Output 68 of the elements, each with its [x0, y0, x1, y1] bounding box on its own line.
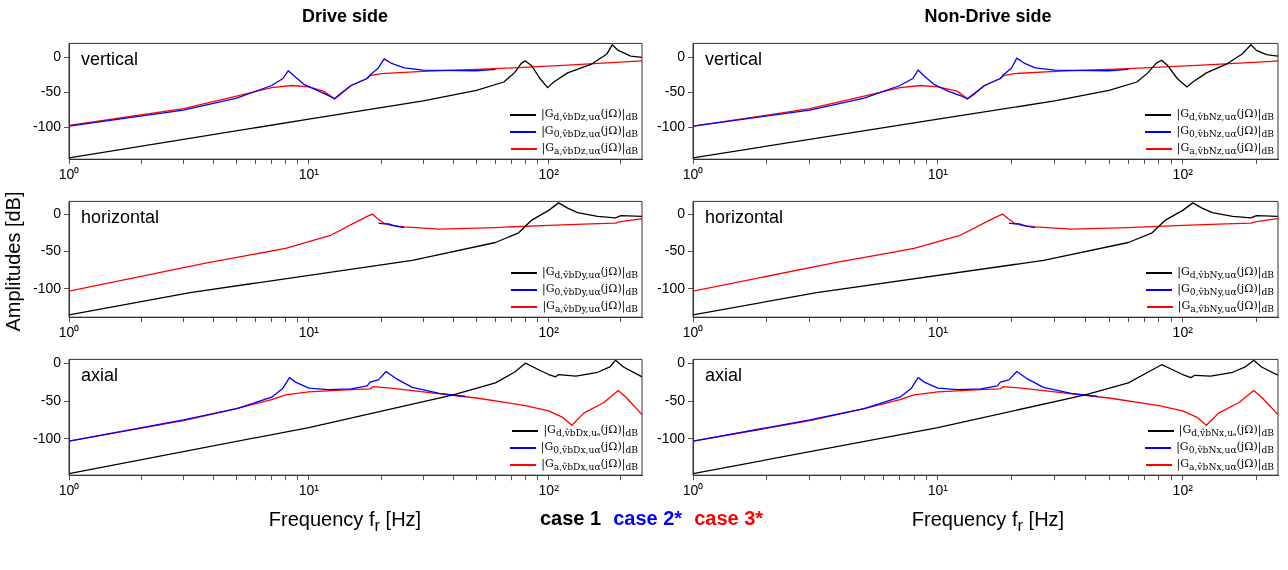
annotation: horizontal	[705, 207, 784, 228]
x-axis-title: Frequency f$_{r}$ [Hz]	[268, 508, 422, 535]
x-tick-label: 10⁰	[682, 166, 704, 183]
x-tick-label: 10²	[1172, 482, 1194, 499]
chart-title: Non-Drive side	[923, 5, 1053, 28]
y-tick-label: -50	[664, 83, 686, 100]
legend-label: |G$_{0,v̂bNx,uα}$(jΩ)|$_{dB}$	[1176, 440, 1274, 456]
text: case 3*	[694, 507, 764, 529]
legend-label: |G$_{a,v̂bDy,uα}$(jΩ)|$_{dB}$	[542, 299, 638, 315]
x-tick-label: 10²	[538, 482, 560, 499]
legend-label: |G$_{d,v̂bNz,uα}$(jΩ)|$_{dB}$	[1176, 107, 1274, 123]
legend-label: |G$_{0,v̂bNz,uα}$(jΩ)|$_{dB}$	[1176, 124, 1274, 140]
y-tick-label: 0	[53, 204, 62, 221]
x-tick-label: 10²	[1172, 324, 1194, 341]
legend-label: |G$_{a,v̂bDz,uα}$(jΩ)|$_{dB}$	[541, 141, 638, 157]
legend-label: |G$_{d,v̂bNy,uα}$(jΩ)|$_{dB}$	[1177, 265, 1274, 281]
legend-label: |G$_{a,v̂bNy,uα}$(jΩ)|$_{dB}$	[1177, 299, 1274, 315]
legend-label: |G$_{d,v̂bNx,uₑ}$(jΩ)|$_{dB}$	[1178, 423, 1274, 439]
legend-label: |G$_{0,v̂bDy,uα}$(jΩ)|$_{dB}$	[542, 282, 638, 298]
y-tick-label: 0	[677, 354, 686, 371]
x-tick-label: 10⁰	[682, 482, 704, 499]
legend-label: |G$_{0,v̂bDx,uα}$(jΩ)|$_{dB}$	[540, 440, 638, 456]
legend-label: |G$_{0,v̂bDz,uα}$(jΩ)|$_{dB}$	[541, 124, 638, 140]
x-tick-label: 10⁰	[58, 324, 80, 341]
y-tick-label: -50	[40, 83, 62, 100]
x-tick-label: 10¹	[927, 482, 949, 499]
x-tick-label: 10¹	[298, 324, 320, 341]
y-tick-label: 0	[677, 48, 686, 65]
annotation: vertical	[81, 49, 139, 70]
y-tick-label: -100	[656, 279, 686, 296]
y-tick-label: 0	[53, 354, 62, 371]
annotation: horizontal	[81, 207, 160, 228]
y-tick-label: 0	[677, 204, 686, 221]
legend-label: |G$_{d,v̂bDy,uα}$(jΩ)|$_{dB}$	[541, 265, 638, 281]
annotation: axial	[705, 365, 743, 386]
x-tick-label: 10⁰	[682, 324, 704, 341]
x-tick-label: 10¹	[927, 324, 949, 341]
x-tick-label: 10²	[538, 166, 560, 183]
annotation: axial	[81, 365, 119, 386]
annotation: vertical	[705, 49, 763, 70]
chart-title: Drive side	[300, 5, 389, 28]
text: case 2*	[613, 507, 683, 529]
legend-label: |G$_{0,v̂bNy,uα}$(jΩ)|$_{dB}$	[1177, 282, 1274, 298]
y-tick-label: -50	[664, 242, 686, 259]
y-axis-title: Amplitudes [dB]	[1, 190, 25, 334]
x-tick-label: 10⁰	[58, 166, 80, 183]
legend-label: |G$_{d,v̂bDx,uₑ}$(jΩ)|$_{dB}$	[543, 423, 638, 439]
y-tick-label: -100	[32, 429, 62, 446]
x-tick-label: 10¹	[298, 482, 320, 499]
x-axis-title: Frequency f$_{r}$ [Hz]	[911, 508, 1065, 535]
x-tick-label: 10²	[538, 324, 560, 341]
y-tick-label: -100	[656, 429, 686, 446]
y-tick-label: -50	[40, 242, 62, 259]
x-tick-label: 10¹	[298, 166, 320, 183]
legend-label: |G$_{d,v̂bDz,uα}$(jΩ)|$_{dB}$	[541, 107, 638, 123]
y-tick-label: -100	[656, 118, 686, 135]
legend-label: |G$_{a,v̂bNx,uα}$(jΩ)|$_{dB}$	[1176, 457, 1274, 473]
y-tick-label: -100	[32, 118, 62, 135]
y-tick-label: -50	[40, 391, 62, 408]
x-tick-label: 10²	[1172, 166, 1194, 183]
x-tick-label: 10¹	[927, 166, 949, 183]
y-tick-label: 0	[53, 48, 62, 65]
y-tick-label: -50	[664, 391, 686, 408]
legend-label: |G$_{a,v̂bDx,uα}$(jΩ)|$_{dB}$	[541, 457, 638, 473]
legend-label: |G$_{a,v̂bNz,uα}$(jΩ)|$_{dB}$	[1176, 141, 1274, 157]
y-tick-label: -100	[32, 279, 62, 296]
x-tick-label: 10⁰	[58, 482, 80, 499]
text: case 1	[540, 507, 602, 529]
